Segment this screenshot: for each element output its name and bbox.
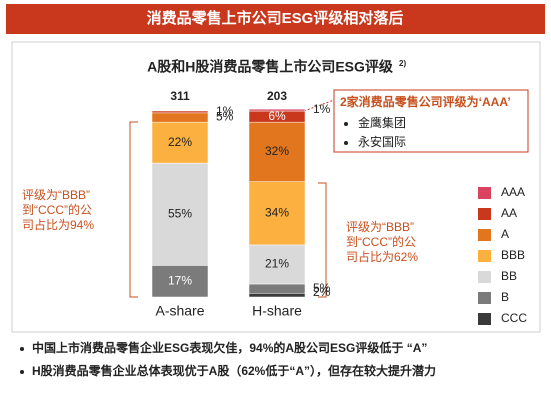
bullet-dot <box>20 370 24 374</box>
legend-swatch <box>478 229 491 241</box>
value-label: 55% <box>168 206 192 220</box>
bullet-dot <box>344 141 348 145</box>
value-label: 6% <box>268 109 286 123</box>
total-label: 311 <box>170 89 190 103</box>
bullet-dot <box>344 122 348 126</box>
callout-title: 2家消费品零售公司评级为‘AAA’ <box>340 94 511 109</box>
bullet: 中国上市消费品零售企业ESG表现欠佳，94%的A股公司ESG评级低于 “A” <box>32 340 427 355</box>
legend-label: AAA <box>501 185 525 199</box>
bracket <box>318 182 327 298</box>
bar-segment <box>151 112 209 123</box>
legend-label: B <box>501 290 509 304</box>
legend-label: A <box>501 227 509 241</box>
bar-segment <box>151 162 209 266</box>
x-tick-label: A-share <box>155 303 204 319</box>
header: 消费品零售上市公司ESG评级相对落后 <box>147 9 404 27</box>
annotation: 司占比为94% <box>22 217 94 232</box>
bullet: H股消费品零售企业总体表现优于A股（62%低于“A”），但存在较大提升潜力 <box>32 363 436 378</box>
value-label: 22% <box>168 135 192 149</box>
callout-item: 金鹰集团 <box>358 115 406 130</box>
legend-swatch <box>478 271 491 283</box>
legend-swatch <box>478 208 491 220</box>
value-label: 2% <box>313 285 331 299</box>
bar-segment <box>248 108 306 112</box>
callout-line <box>303 99 335 112</box>
chart-title: A股和H股消费品零售上市公司ESG评级 <box>147 59 394 75</box>
value-label: 34% <box>265 205 289 219</box>
annotation: 评级为“BBB” <box>22 188 90 202</box>
legend-label: CCC <box>501 311 527 325</box>
legend-swatch <box>478 292 491 304</box>
value-label: 1% <box>313 102 331 116</box>
title-note: 2) <box>399 59 406 68</box>
bar-segment <box>248 293 306 298</box>
annotation: 到“CCC”的公 <box>22 202 92 217</box>
bar-segment <box>248 181 306 246</box>
bracket <box>129 121 138 298</box>
bar-segment <box>248 283 306 294</box>
legend-label: AA <box>501 206 517 220</box>
legend-swatch <box>478 313 491 325</box>
annotation: 司占比为62% <box>346 249 418 264</box>
legend-label: BBB <box>501 248 525 262</box>
bar-segment <box>151 121 209 164</box>
value-label: 17% <box>168 273 192 287</box>
value-label: 32% <box>265 144 289 158</box>
legend-label: BB <box>501 269 517 283</box>
legend-swatch <box>478 250 491 262</box>
bullet-dot <box>20 347 24 351</box>
callout-box <box>333 89 529 153</box>
header-bar <box>6 4 545 34</box>
x-tick-label: H-share <box>252 303 302 319</box>
annotation: 评级为“BBB” <box>346 220 414 234</box>
callout-item: 永安国际 <box>358 134 406 149</box>
chart-frame <box>11 41 541 333</box>
annotation: 到“CCC”的公 <box>346 234 416 249</box>
value-label: 5% <box>216 110 234 124</box>
value-label: 21% <box>265 257 289 271</box>
total-label: 203 <box>267 89 287 103</box>
legend-swatch <box>478 187 491 199</box>
value-label: 5% <box>313 281 331 295</box>
value-label: 1% <box>216 104 234 118</box>
bar-segment <box>248 244 306 285</box>
bar-segment <box>151 110 209 114</box>
